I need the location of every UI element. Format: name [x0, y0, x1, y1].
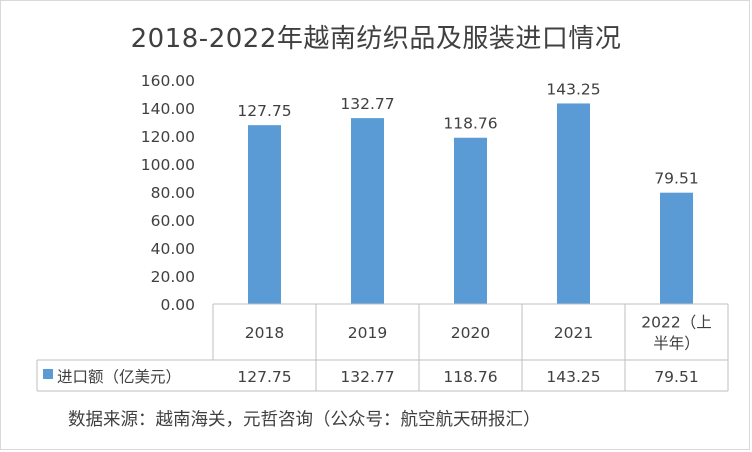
y-tick-label: 140.00 — [141, 100, 195, 118]
legend-swatch — [43, 369, 53, 379]
bar-2022（上半年） — [660, 192, 693, 304]
table-value: 127.75 — [237, 368, 291, 386]
y-tick-label: 20.00 — [151, 268, 195, 286]
y-tick-label: 100.00 — [141, 156, 195, 174]
x-tick-label: 2019 — [348, 324, 387, 342]
bar-2020 — [454, 137, 487, 304]
x-tick-label: 2018 — [245, 324, 284, 342]
y-tick-label: 60.00 — [151, 212, 195, 230]
x-tick-label: 2020 — [451, 324, 490, 342]
y-tick-label: 160.00 — [141, 72, 195, 90]
data-table: 2018 2019 2020 2021 2022（上半年） 进口额（亿美元） 127.75 1… — [36, 303, 729, 392]
chart-title: 2018-2022年越南纺织品及服装进口情况 — [130, 24, 622, 54]
y-tick-label: 0.00 — [160, 296, 195, 314]
y-tick-label: 80.00 — [151, 184, 195, 202]
bar-2018 — [248, 125, 281, 305]
y-axis: 0.00 20.00 40.00 60.00 80.00 100.00 120.00 140.… — [141, 72, 195, 314]
data-label: 127.75 — [237, 102, 291, 120]
bar-2019 — [351, 118, 384, 304]
table-value: 132.77 — [340, 368, 394, 386]
data-label: 143.25 — [546, 80, 600, 98]
data-label: 132.77 — [340, 95, 394, 113]
y-tick-label: 120.00 — [141, 128, 195, 146]
table-value: 118.76 — [443, 368, 497, 386]
table-value: 79.51 — [654, 368, 698, 386]
bars — [248, 103, 693, 305]
source-note: 数据来源：越南海关，元哲咨询（公众号：航空航天研报汇） — [68, 410, 541, 430]
data-label: 79.51 — [654, 170, 698, 188]
y-tick-label: 40.00 — [151, 240, 195, 258]
data-label: 118.76 — [443, 115, 497, 133]
value-labels: 127.75 132.77 118.76 143.25 79.51 — [237, 80, 698, 187]
legend-label: 进口额（亿美元） — [57, 368, 181, 386]
x-tick-label: 半年） — [653, 335, 700, 353]
x-tick-label: 2021 — [554, 324, 593, 342]
bar-2021 — [557, 103, 590, 304]
x-tick-label: 2022（上 — [641, 314, 711, 332]
table-value: 143.25 — [546, 368, 600, 386]
